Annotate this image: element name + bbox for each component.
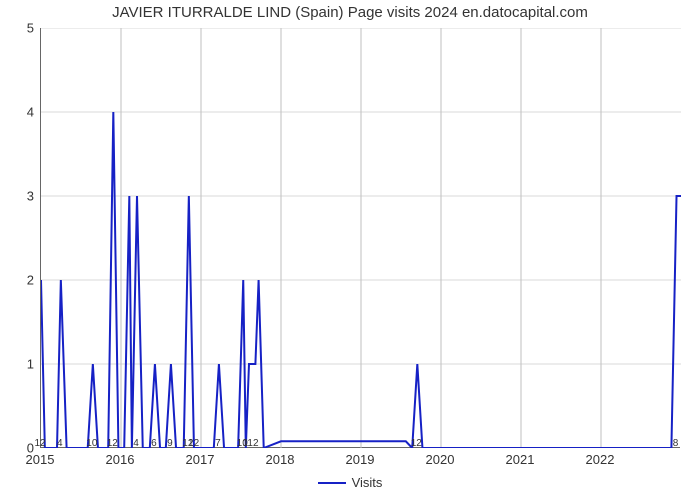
x-point-label: 7 <box>215 438 221 449</box>
x-point-label: 4 <box>133 438 139 449</box>
y-tick-label: 2 <box>27 273 34 288</box>
chart-container: JAVIER ITURRALDE LIND (Spain) Page visit… <box>0 0 700 500</box>
x-point-label: 112 <box>243 438 259 449</box>
x-point-label: 4 <box>57 438 63 449</box>
y-tick-label: 5 <box>27 21 34 36</box>
x-point-label: 9 <box>167 438 173 449</box>
x-point-label: 12 <box>411 438 422 449</box>
legend-label: Visits <box>352 475 383 490</box>
plot-area <box>40 28 680 448</box>
y-tick-label: 1 <box>27 357 34 372</box>
x-year-label: 2016 <box>106 452 135 467</box>
x-point-label: 12 <box>107 438 118 449</box>
x-year-label: 2019 <box>346 452 375 467</box>
x-year-label: 2022 <box>586 452 615 467</box>
chart-title: JAVIER ITURRALDE LIND (Spain) Page visit… <box>0 4 700 21</box>
x-year-label: 2017 <box>186 452 215 467</box>
y-tick-label: 4 <box>27 105 34 120</box>
legend: Visits <box>0 474 700 490</box>
x-year-label: 2015 <box>26 452 55 467</box>
legend-swatch <box>318 482 346 484</box>
y-tick-label: 3 <box>27 189 34 204</box>
x-point-label: 6 <box>151 438 157 449</box>
x-year-label: 2020 <box>426 452 455 467</box>
x-year-label: 2021 <box>506 452 535 467</box>
x-point-label: 10 <box>86 438 97 449</box>
x-year-label: 2018 <box>266 452 295 467</box>
x-point-label: 12 <box>188 438 199 449</box>
x-point-label: 12 <box>34 438 45 449</box>
x-point-label: 8 <box>673 438 679 449</box>
plot-svg <box>41 28 681 448</box>
